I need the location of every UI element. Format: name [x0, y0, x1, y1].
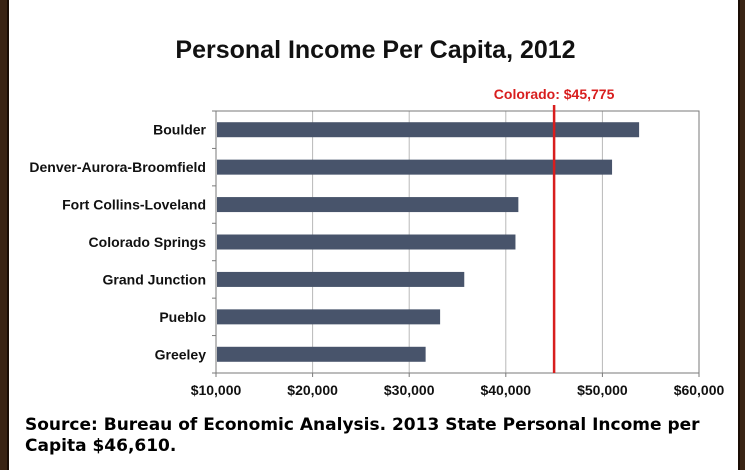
x-tick-label-4: $50,000 [577, 382, 628, 398]
bar-3 [217, 234, 516, 250]
category-label-3: Colorado Springs [89, 234, 207, 250]
reference-line-label: Colorado: $45,775 [494, 86, 615, 102]
category-label-6: Greeley [155, 346, 207, 362]
x-tick-label-5: $60,000 [674, 382, 725, 398]
bar-2 [217, 197, 519, 213]
category-label-4: Grand Junction [103, 271, 206, 287]
category-label-5: Pueblo [159, 309, 206, 325]
chart-title: Personal Income Per Capita, 2012 [175, 36, 576, 64]
x-tick-label-1: $20,000 [287, 382, 338, 398]
x-tick-label-2: $30,000 [384, 382, 435, 398]
bar-0 [217, 122, 640, 138]
category-label-0: Boulder [153, 122, 206, 138]
bar-4 [217, 271, 465, 287]
plot-area [215, 110, 700, 374]
bar-chart: Boulder Denver-Aurora-Broomfield Fort Coll… [29, 86, 725, 398]
bar-1 [217, 159, 613, 175]
x-tick-label-3: $40,000 [480, 382, 531, 398]
bar-5 [217, 309, 441, 325]
chart-frame: Personal Income Per Capita, 2012 Boulder… [7, 0, 740, 470]
source-note: Source: Bureau of Economic Analysis. 201… [25, 415, 700, 456]
x-tick-label-0: $10,000 [191, 382, 242, 398]
bar-6 [217, 346, 426, 362]
category-label-1: Denver-Aurora-Broomfield [29, 159, 206, 175]
category-label-2: Fort Collins-Loveland [62, 197, 206, 213]
